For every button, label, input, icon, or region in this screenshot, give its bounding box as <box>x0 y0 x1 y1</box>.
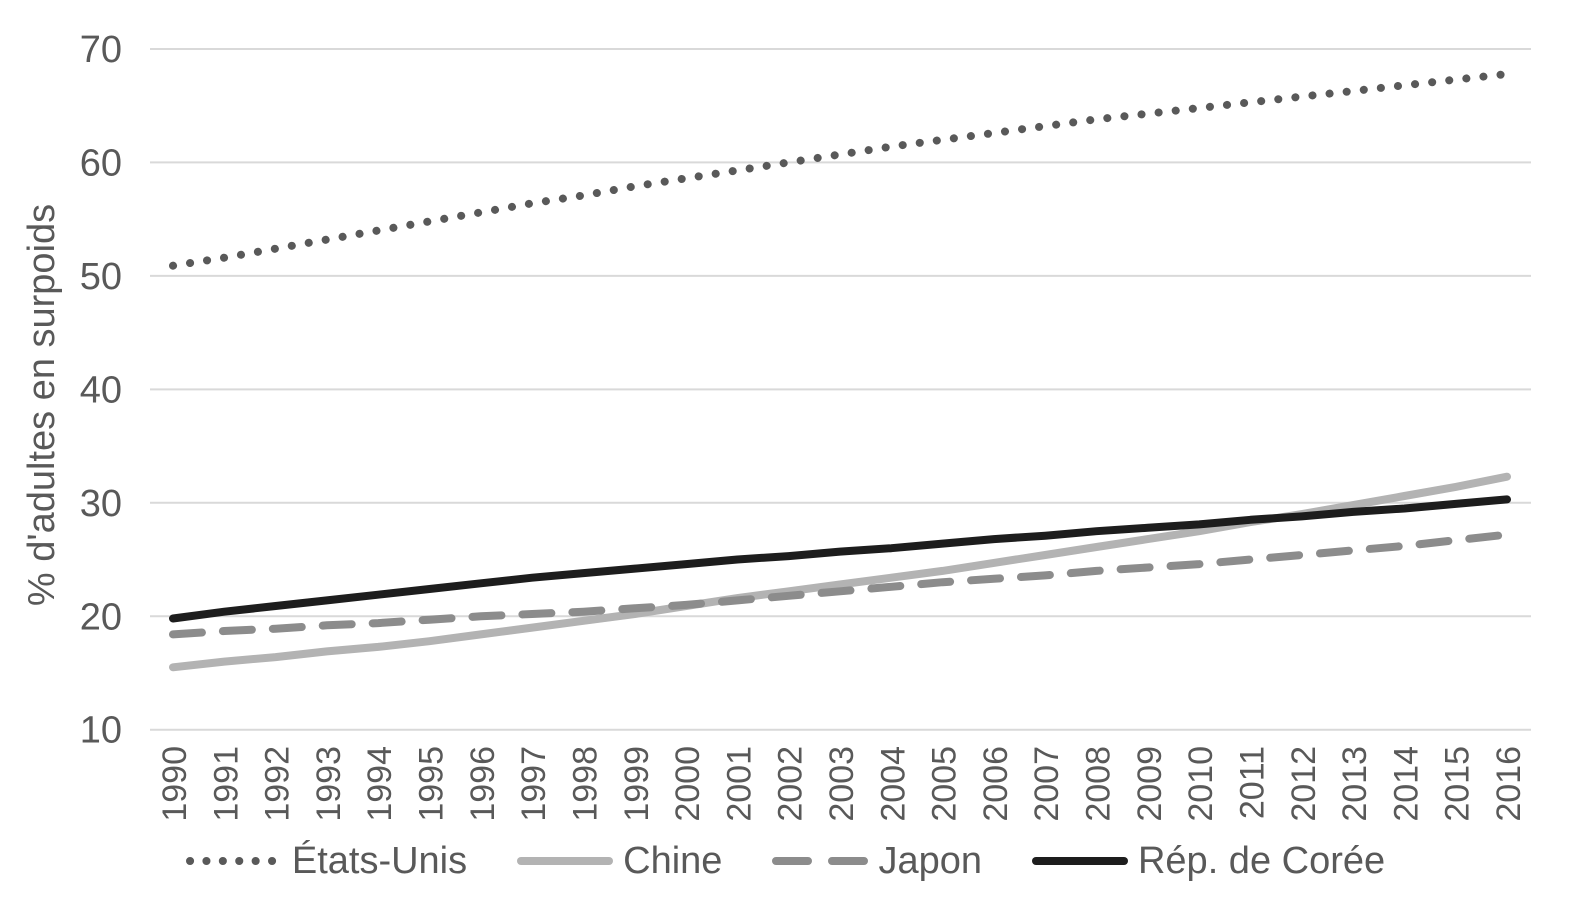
legend-item: Chine <box>517 842 722 880</box>
y-tick-label: 20 <box>80 596 122 638</box>
y-tick-label: 40 <box>80 369 122 411</box>
legend-line-swatch <box>517 857 614 865</box>
series-line-solid <box>169 495 1511 623</box>
x-tick-label: 1992 <box>259 746 297 822</box>
y-tick-label: 70 <box>80 29 122 71</box>
series-line-dashed <box>169 530 1511 639</box>
legend-item: États-Unis <box>185 840 468 882</box>
x-tick-label: 1997 <box>515 746 553 822</box>
data-series <box>169 70 1511 672</box>
x-tick-label: 2006 <box>977 746 1015 822</box>
x-tick-label: 2014 <box>1387 746 1425 822</box>
y-tick-label: 30 <box>80 483 122 525</box>
x-tick-label: 1994 <box>361 746 399 822</box>
legend-label: États-Unis <box>291 840 468 882</box>
x-tick-label: 2005 <box>926 746 964 822</box>
x-tick-label: 2007 <box>1028 746 1066 822</box>
y-axis-title: % d'adultes en surpoids <box>21 204 63 606</box>
y-tick-label: 60 <box>80 142 122 184</box>
x-tick-label: 1991 <box>207 746 245 822</box>
x-tick-label: 2011 <box>1234 746 1272 819</box>
x-tick-label: 2001 <box>720 746 758 822</box>
x-tick-label: 2003 <box>823 746 861 822</box>
x-tick-label: 2002 <box>772 746 810 822</box>
y-axis-tick-labels: 10 20 30 40 50 60 70 <box>80 29 122 752</box>
x-tick-label: 2016 <box>1490 746 1528 822</box>
x-tick-label: 2013 <box>1336 746 1374 822</box>
x-tick-label: 1993 <box>310 746 348 822</box>
x-tick-label: 2009 <box>1131 746 1169 822</box>
series-line-dotted <box>169 70 1511 270</box>
x-tick-label: 1999 <box>618 746 656 822</box>
x-tick-label: 2004 <box>874 746 912 822</box>
x-tick-label: 1995 <box>413 746 451 822</box>
legend: États-Unis Chine Japon Rép. de Corée <box>0 842 1571 880</box>
legend-line-swatch <box>772 857 869 865</box>
x-tick-label: 2015 <box>1439 746 1477 822</box>
x-tick-label: 2010 <box>1182 746 1220 822</box>
legend-line-swatch <box>185 857 282 865</box>
gridlines <box>150 48 1531 731</box>
x-tick-label: 2008 <box>1080 746 1118 822</box>
x-tick-label: 2000 <box>669 746 707 822</box>
x-tick-label: 2012 <box>1285 746 1323 822</box>
legend-label: Rép. de Corée <box>1137 840 1386 882</box>
y-tick-label: 50 <box>80 256 122 298</box>
x-tick-label: 1996 <box>464 746 502 822</box>
legend-item: Japon <box>772 842 982 880</box>
y-tick-label: 10 <box>80 710 122 752</box>
series-line-solid <box>169 472 1511 672</box>
legend-line-swatch <box>1031 857 1128 865</box>
x-axis-tick-labels: 1990 1991 1992 1993 1994 1995 1996 1997 1998 1999… <box>156 746 1528 822</box>
x-tick-label: 1998 <box>567 746 605 822</box>
legend-label: Japon <box>878 840 982 882</box>
legend-label: Chine <box>623 840 723 882</box>
legend-item: Rép. de Corée <box>1031 840 1386 882</box>
x-tick-label: 1990 <box>156 746 194 822</box>
